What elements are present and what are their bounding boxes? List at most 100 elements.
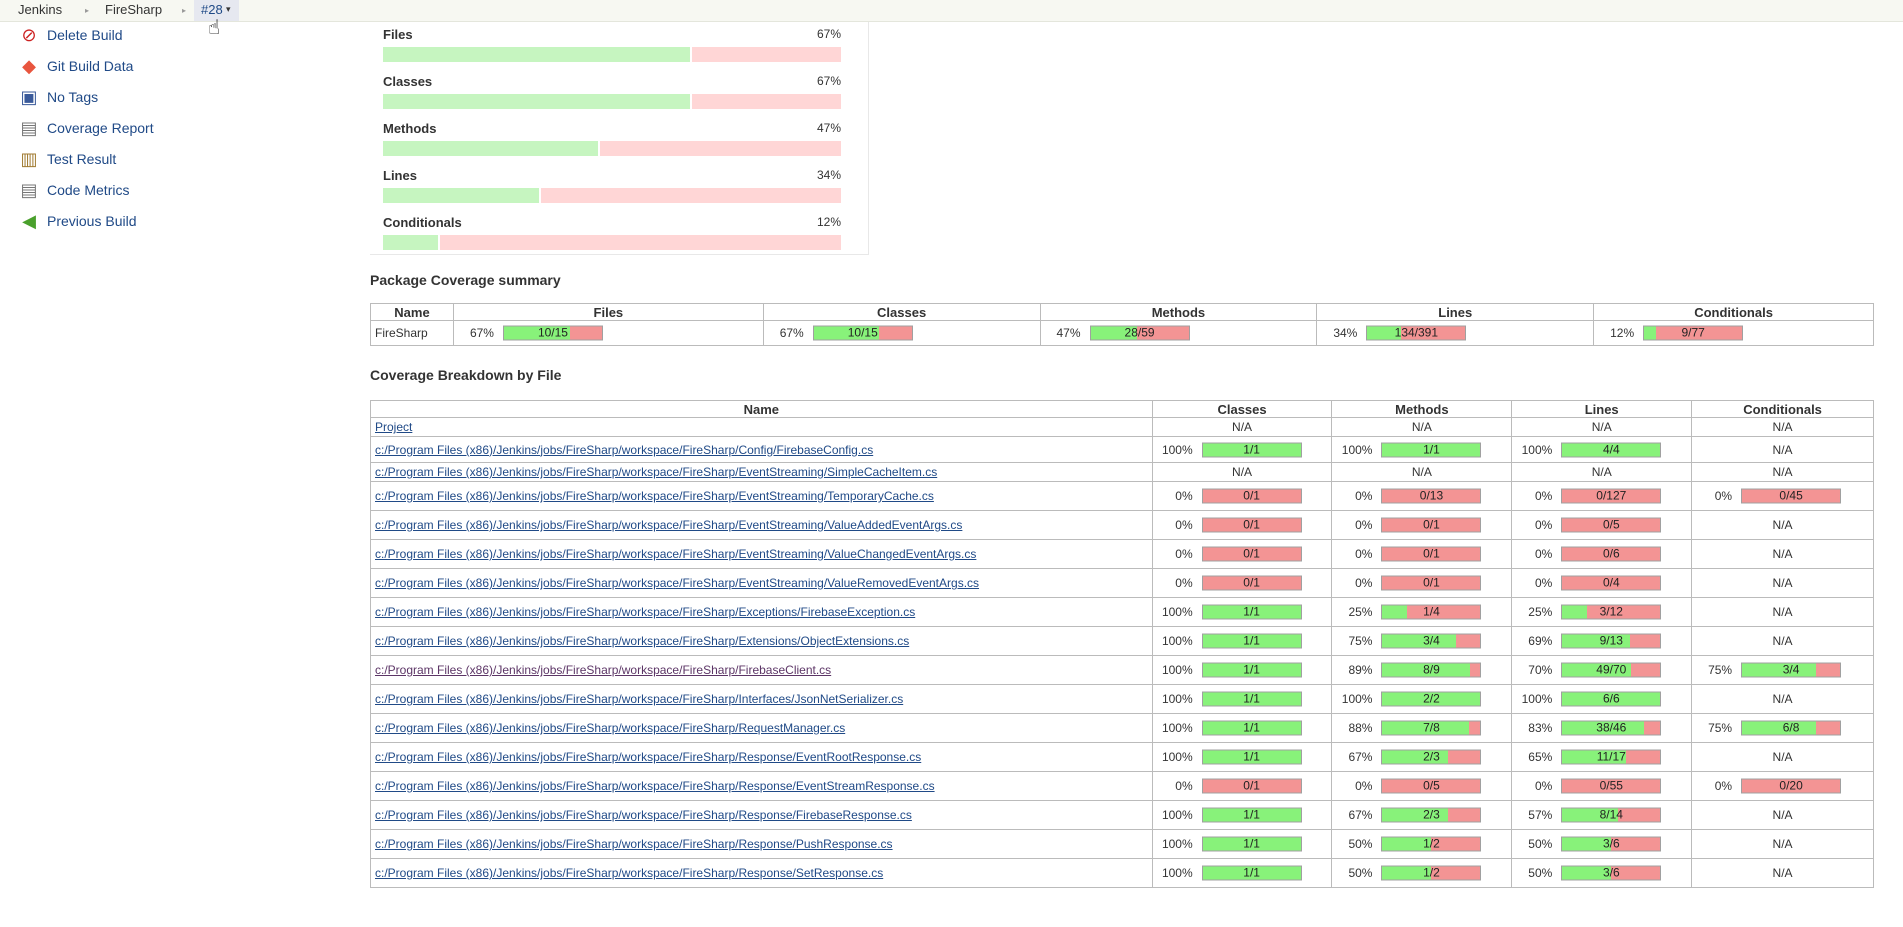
arrow-left-icon[interactable]: ◀ <box>22 211 36 231</box>
coverage-bar: 1/1 <box>1201 836 1302 852</box>
file-link[interactable]: c:/Program Files (x86)/Jenkins/jobs/Fire… <box>375 489 934 503</box>
task-no-tags[interactable]: ▣ No Tags <box>18 86 318 110</box>
file-link[interactable]: c:/Program Files (x86)/Jenkins/jobs/Fire… <box>375 465 938 479</box>
file-link[interactable]: c:/Program Files (x86)/Jenkins/jobs/Fire… <box>375 808 912 822</box>
coverage-cell: 0% 0/1 <box>1153 772 1332 800</box>
coverage-percent: 100% <box>1161 442 1193 457</box>
column-header[interactable]: Name <box>370 303 454 321</box>
file-link[interactable]: c:/Program Files (x86)/Jenkins/jobs/Fire… <box>375 779 935 793</box>
file-link[interactable]: c:/Program Files (x86)/Jenkins/jobs/Fire… <box>375 721 846 735</box>
file-link[interactable]: c:/Program Files (x86)/Jenkins/jobs/Fire… <box>375 663 832 677</box>
task-delete-build[interactable]: ⊘ Delete Build <box>18 24 318 48</box>
task-label[interactable]: No Tags <box>47 89 99 105</box>
coverage-bar: 0/1 <box>1201 575 1302 591</box>
file-link[interactable]: c:/Program Files (x86)/Jenkins/jobs/Fire… <box>375 547 977 561</box>
delete-icon[interactable]: ⊘ <box>21 25 37 45</box>
file-link[interactable]: Project <box>375 420 413 434</box>
report-icon[interactable]: ▤ <box>20 118 38 138</box>
task-test-result[interactable]: ▥ Test Result <box>18 148 318 172</box>
na-cell: N/A <box>1151 462 1333 482</box>
task-label[interactable]: Coverage Report <box>47 120 154 136</box>
column-header[interactable]: Methods <box>1039 303 1318 321</box>
coverage-cell-wrapper: 0% 0/6 <box>1511 539 1693 569</box>
package-cell: 67% 10/15 <box>452 320 764 346</box>
task-label[interactable]: Code Metrics <box>47 182 130 198</box>
file-link[interactable]: c:/Program Files (x86)/Jenkins/jobs/Fire… <box>375 442 874 457</box>
coverage-bar: 1/1 <box>1201 865 1302 881</box>
coverage-fraction: 1/1 <box>1243 691 1260 706</box>
coverage-bar-fill <box>1382 866 1432 880</box>
coverage-cell: 47% 28/59 <box>1041 321 1317 345</box>
file-link[interactable]: c:/Program Files (x86)/Jenkins/jobs/Fire… <box>375 576 980 590</box>
column-header[interactable]: Conditionals <box>1593 303 1874 321</box>
chevron-down-icon[interactable]: ▾ <box>226 4 231 14</box>
file-name-cell: Project <box>370 417 1153 437</box>
task-label[interactable]: Test Result <box>47 151 117 167</box>
task-label[interactable]: Delete Build <box>47 27 123 43</box>
metric-bar-fill <box>383 94 692 109</box>
task-label[interactable]: Git Build Data <box>47 58 134 74</box>
coverage-bar: 1/1 <box>1201 749 1302 765</box>
column-header[interactable]: Lines <box>1511 400 1693 418</box>
breadcrumb-firesharp[interactable]: FireSharp <box>105 2 163 17</box>
metric-bar-fill <box>383 188 541 203</box>
column-header[interactable]: Conditionals <box>1691 400 1874 418</box>
coverage-percent: 100% <box>1161 605 1193 619</box>
coverage-summary: Files 67% Classes 67% Methods 47% Lines 34% Cond… <box>370 22 869 255</box>
coverage-bar-fill <box>1742 663 1816 677</box>
task-git-build-data[interactable]: ◆ Git Build Data <box>18 55 318 79</box>
column-header[interactable]: Lines <box>1316 303 1595 321</box>
coverage-cell: 100% 1/1 <box>1153 437 1332 462</box>
metric-bar <box>383 188 841 203</box>
coverage-fraction: 4/4 <box>1602 442 1620 456</box>
task-previous-build[interactable]: ◀ Previous Build <box>18 210 318 234</box>
column-header[interactable]: Files <box>452 303 764 321</box>
coverage-percent: 0% <box>1534 779 1553 793</box>
coverage-fraction: 0/1 <box>1243 546 1260 561</box>
coverage-cell-wrapper: 75% 6/8 <box>1691 713 1874 743</box>
task-coverage-report[interactable]: ▤ Coverage Report <box>18 117 318 141</box>
metric-bar <box>383 235 841 250</box>
column-header[interactable]: Name <box>370 400 1153 418</box>
file-link[interactable]: c:/Program Files (x86)/Jenkins/jobs/Fire… <box>375 518 963 532</box>
table-row: c:/Program Files (x86)/Jenkins/jobs/Fire… <box>370 655 1874 685</box>
table-row: Project N/A N/A N/A N/A <box>370 417 1874 437</box>
clipboard-icon[interactable]: ▥ <box>20 149 38 169</box>
na-cell: N/A <box>1691 417 1874 437</box>
column-header[interactable]: Classes <box>1151 400 1333 418</box>
coverage-bar: 0/13 <box>1381 488 1482 504</box>
git-icon[interactable]: ◆ <box>22 56 36 76</box>
file-link[interactable]: c:/Program Files (x86)/Jenkins/jobs/Fire… <box>375 605 916 619</box>
breadcrumb-jenkins[interactable]: Jenkins <box>18 2 63 17</box>
breadcrumb-build[interactable]: #28 ▾ <box>194 0 239 21</box>
file-link[interactable]: c:/Program Files (x86)/Jenkins/jobs/Fire… <box>375 750 922 764</box>
column-header[interactable]: Classes <box>762 303 1041 321</box>
breadcrumb-build-label[interactable]: #28 <box>201 2 223 17</box>
coverage-cell-wrapper: 100% 1/1 <box>1151 597 1333 627</box>
breadcrumb: Jenkins ▸ FireSharp ▸ #28 ▾ ☝ <box>0 0 1903 39</box>
coverage-bar: 9/13 <box>1561 633 1662 649</box>
file-link[interactable]: c:/Program Files (x86)/Jenkins/jobs/Fire… <box>375 866 884 880</box>
file-link[interactable]: c:/Program Files (x86)/Jenkins/jobs/Fire… <box>375 634 910 648</box>
coverage-percent: 100% <box>1341 692 1373 706</box>
coverage-percent: 0% <box>1355 518 1373 532</box>
metrics-icon[interactable]: ▤ <box>20 180 38 200</box>
coverage-cell-wrapper: 100% 1/1 <box>1331 436 1513 463</box>
coverage-bar-fill <box>1202 605 1301 619</box>
package-cell: 47% 28/59 <box>1039 320 1318 346</box>
file-link[interactable]: c:/Program Files (x86)/Jenkins/jobs/Fire… <box>375 692 904 706</box>
task-label[interactable]: Previous Build <box>47 213 137 229</box>
coverage-percent: 100% <box>1161 634 1193 648</box>
file-link[interactable]: c:/Program Files (x86)/Jenkins/jobs/Fire… <box>375 837 893 851</box>
file-name-cell: c:/Program Files (x86)/Jenkins/jobs/Fire… <box>370 655 1153 685</box>
task-code-metrics[interactable]: ▤ Code Metrics <box>18 179 318 203</box>
coverage-bar-fill <box>1382 663 1470 677</box>
column-header[interactable]: Methods <box>1331 400 1513 418</box>
save-icon[interactable]: ▣ <box>20 87 38 107</box>
coverage-fraction: 1/1 <box>1243 442 1260 456</box>
coverage-cell: 75% 3/4 <box>1332 627 1511 655</box>
summary-methods: Methods 47% <box>383 116 841 156</box>
coverage-percent: 25% <box>1528 605 1553 619</box>
table-row: c:/Program Files (x86)/Jenkins/jobs/Fire… <box>370 626 1874 656</box>
coverage-cell: 100% 1/1 <box>1153 598 1332 626</box>
